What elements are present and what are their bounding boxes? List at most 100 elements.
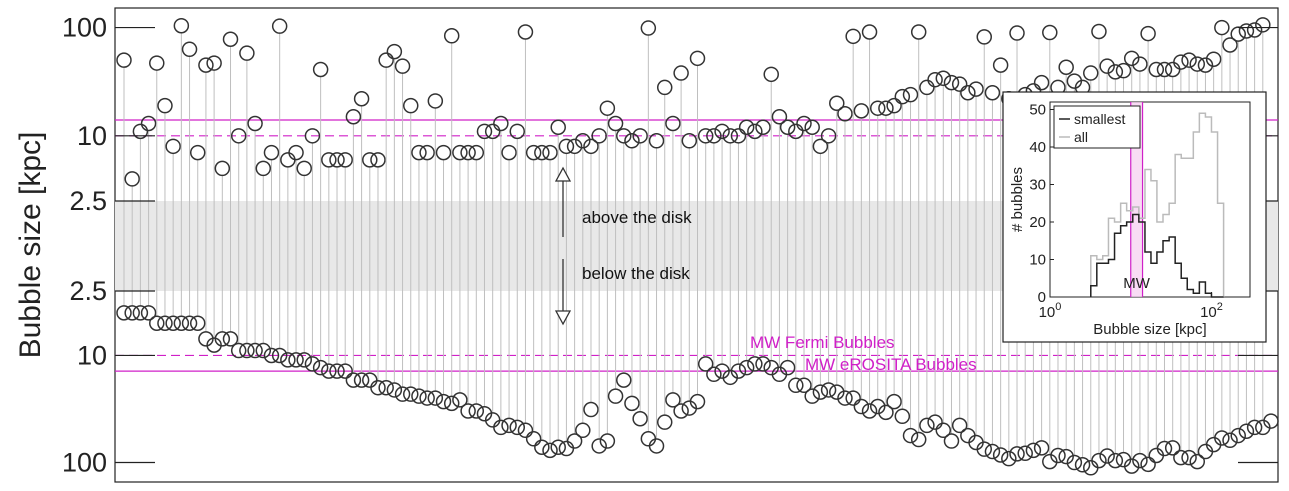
lower-point — [878, 404, 894, 421]
lower-point — [951, 417, 968, 434]
lower-point — [271, 347, 288, 364]
upper-point — [124, 171, 140, 187]
upper-point — [1115, 62, 1132, 79]
upper-point — [829, 95, 845, 111]
inset-y-tick-label: 40 — [1029, 139, 1046, 156]
upper-point — [910, 24, 927, 40]
upper-point — [1214, 19, 1230, 36]
upper-point — [656, 79, 673, 96]
upper-point — [1083, 65, 1099, 81]
lower-point — [173, 315, 190, 331]
upper-point — [1197, 57, 1214, 73]
lower-point — [1123, 458, 1140, 474]
upper-point — [747, 123, 763, 140]
arrow-down-icon — [554, 310, 572, 326]
lower-point — [829, 384, 845, 400]
inset-x-axis-label: Bubble size [kpc] — [1093, 321, 1206, 338]
lower-point — [337, 363, 353, 379]
lower-point — [747, 356, 763, 372]
upper-point — [411, 144, 427, 161]
upper-point — [132, 123, 149, 140]
legend-label-smallest: smallest — [1074, 111, 1125, 127]
upper-point — [616, 128, 632, 144]
upper-point — [116, 52, 132, 68]
lower-point — [222, 331, 239, 347]
upper-point — [976, 29, 992, 45]
upper-point — [599, 100, 616, 116]
upper-point — [665, 115, 681, 132]
upper-point — [165, 138, 181, 155]
upper-point — [771, 109, 788, 125]
upper-point — [575, 133, 591, 149]
upper-point — [189, 144, 206, 161]
lower-point — [525, 431, 542, 447]
lower-point — [583, 401, 599, 418]
lower-point — [1001, 450, 1017, 467]
lower-point — [403, 386, 419, 402]
lower-point — [616, 372, 632, 388]
y-tick-label: 10 — [77, 340, 107, 370]
upper-point — [943, 74, 960, 91]
upper-point — [706, 128, 722, 144]
reference-label-fermi: MW Fermi Bubbles — [750, 333, 895, 352]
lower-point — [919, 417, 935, 434]
lower-point — [534, 439, 550, 455]
lower-point — [853, 398, 870, 415]
lower-point — [1066, 454, 1083, 471]
y-axis-label: Bubble size [kpc] — [14, 132, 47, 359]
lower-point — [1025, 442, 1042, 459]
lower-point — [1017, 445, 1033, 462]
lower-point — [230, 342, 247, 359]
lower-point — [738, 359, 755, 376]
lower-point — [796, 377, 812, 394]
upper-point — [222, 31, 239, 48]
lower-point — [779, 359, 796, 376]
lower-point — [517, 422, 534, 439]
upper-point — [1009, 25, 1025, 41]
upper-point — [624, 133, 640, 149]
upper-point — [886, 97, 902, 114]
upper-point — [935, 70, 952, 87]
lower-point — [296, 352, 312, 368]
upper-point — [902, 86, 919, 103]
upper-point — [927, 71, 943, 88]
lower-point — [1132, 452, 1148, 469]
lower-point — [1058, 448, 1074, 465]
lower-point — [788, 377, 804, 394]
upper-point — [419, 144, 435, 161]
lower-point — [116, 305, 132, 321]
lower-point — [542, 442, 558, 459]
upper-point — [714, 123, 730, 140]
histogram-all — [1090, 112, 1225, 297]
lower-point — [329, 363, 345, 379]
upper-point — [788, 123, 804, 140]
upper-point — [1148, 61, 1165, 78]
upper-point — [509, 123, 526, 140]
upper-point — [1173, 54, 1189, 70]
lower-point — [460, 403, 476, 419]
upper-point — [1189, 56, 1206, 72]
lower-point — [648, 438, 665, 454]
lower-point — [1246, 419, 1263, 436]
y-tick-label: 10 — [77, 121, 107, 151]
upper-point — [1058, 59, 1074, 75]
y-tick-label: 2.5 — [69, 276, 107, 306]
lower-point — [599, 433, 616, 449]
inset-mw-band — [1130, 102, 1143, 297]
inset-y-axis-label: # bubbles — [1009, 167, 1026, 232]
y-tick-label: 2.5 — [69, 186, 107, 216]
lower-point — [1173, 449, 1189, 466]
legend-label-all: all — [1074, 129, 1088, 145]
upper-point — [214, 160, 231, 177]
upper-point — [288, 144, 304, 161]
lower-point — [1181, 449, 1197, 466]
lower-point — [149, 315, 165, 331]
lower-point — [501, 417, 517, 434]
upper-point — [1246, 22, 1263, 38]
lower-point — [1222, 432, 1238, 449]
upper-point — [1033, 74, 1050, 91]
inset-legend-box — [1053, 105, 1141, 149]
upper-point — [468, 144, 485, 161]
lower-point — [632, 410, 648, 427]
